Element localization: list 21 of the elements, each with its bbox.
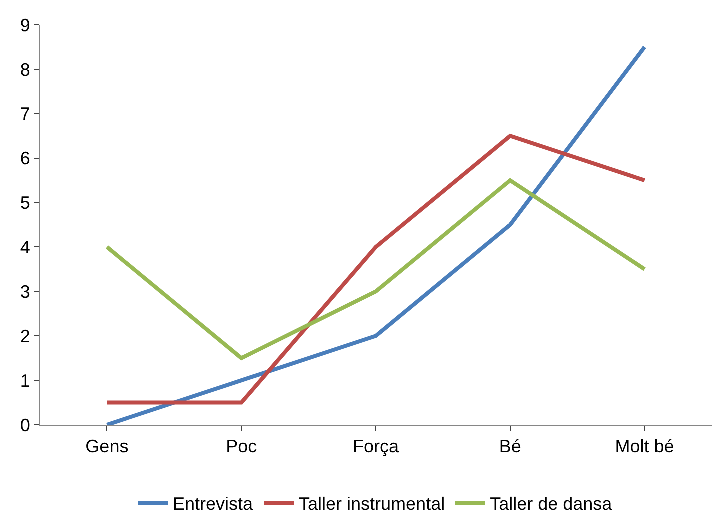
legend-label: Entrevista <box>173 494 254 514</box>
x-tick-label: Gens <box>86 436 129 457</box>
legend-label: Taller instrumental <box>299 494 446 514</box>
y-tick-label: 1 <box>20 370 30 391</box>
legend-label: Taller de dansa <box>490 494 614 514</box>
line-series <box>105 134 647 405</box>
line-series <box>105 45 647 425</box>
y-tick-label: 3 <box>20 282 30 302</box>
x-tick-label: Bé <box>499 436 522 457</box>
y-tick-label: 0 <box>20 415 30 436</box>
x-tick-label: Molt bé <box>615 436 674 457</box>
line-series <box>105 178 647 360</box>
y-tick-label: 5 <box>20 193 30 214</box>
y-tick-label: 8 <box>20 60 30 80</box>
y-tick-label: 4 <box>20 238 30 258</box>
y-tick-label: 9 <box>20 15 30 36</box>
y-tick-label: 7 <box>20 104 30 124</box>
y-tick-label: 6 <box>20 148 30 169</box>
x-tick-label: Força <box>352 436 400 457</box>
y-tick-label: 2 <box>20 326 30 346</box>
x-tick-label: Poc <box>226 436 258 457</box>
